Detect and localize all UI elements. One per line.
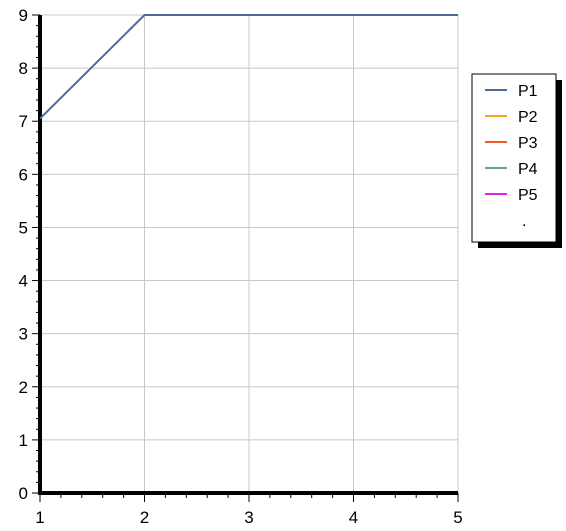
x-tick-label: 4 — [349, 508, 358, 527]
legend-label-p3: P3 — [518, 135, 538, 152]
y-tick-label: 7 — [19, 112, 28, 131]
x-tick-label: 1 — [35, 508, 44, 527]
grid-lines — [40, 14, 459, 493]
y-tick-label: 0 — [19, 484, 28, 503]
x-tick-label: 2 — [140, 508, 149, 527]
y-tick-label: 5 — [19, 218, 28, 237]
y-tick-label: 9 — [19, 6, 28, 25]
y-tick-label: 4 — [19, 272, 28, 291]
y-tick-label: 2 — [19, 378, 28, 397]
series-line-p1 — [39, 14, 458, 120]
data-series — [39, 14, 458, 120]
legend-label-p2: P2 — [518, 109, 538, 126]
y-tick-label: 8 — [19, 59, 28, 78]
y-tick-label: 6 — [19, 165, 28, 184]
legend-box — [471, 73, 557, 243]
y-tick-label: 3 — [19, 325, 28, 344]
legend-label-p4: P4 — [518, 161, 538, 178]
legend: P1 P2 P3 P4 P5. — [471, 73, 562, 248]
x-tick-label: 5 — [453, 508, 462, 527]
y-tick-label: 1 — [19, 431, 28, 450]
legend-label-p5: P5 — [518, 187, 538, 204]
legend-extra-label: . — [522, 213, 526, 230]
legend-label-p1: P1 — [518, 83, 538, 100]
x-tick-label: 3 — [244, 508, 253, 527]
